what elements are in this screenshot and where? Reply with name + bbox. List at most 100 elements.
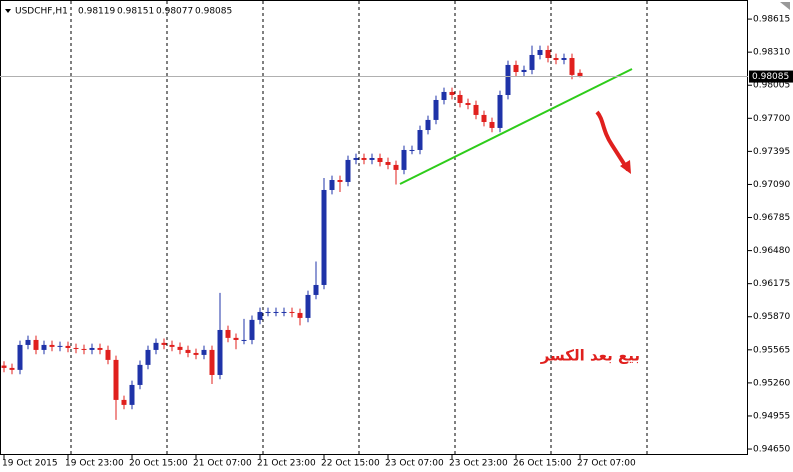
candle-body [457, 94, 463, 104]
y-tick-label: 0.94650 [753, 445, 790, 455]
candle-body [185, 349, 191, 353]
plot-frame [0, 0, 748, 455]
y-tick-label: 0.95870 [753, 312, 790, 322]
candle-body [329, 180, 335, 190]
x-tick-label: 22 Oct 15:00 [321, 459, 380, 469]
y-tick-label: 0.97700 [753, 114, 790, 124]
candle-body [9, 367, 15, 370]
candle-body [361, 157, 367, 160]
y-tick-label: 0.96785 [753, 213, 790, 223]
candle-body [241, 339, 247, 341]
candle-body [553, 58, 559, 60]
candle-body [273, 311, 279, 313]
candle-body [393, 164, 399, 170]
x-tick-label: 21 Oct 23:00 [257, 459, 316, 469]
candle-body [177, 346, 183, 350]
candle-body [49, 344, 55, 347]
candle-body [169, 344, 175, 347]
symbol: USDCHF,H1 [15, 7, 68, 17]
candle-body [353, 157, 359, 160]
candle-body [209, 349, 215, 375]
corner-icon [780, 2, 790, 10]
candle-body [33, 339, 39, 350]
y-tick-label: 0.97090 [753, 180, 790, 190]
candle-body [17, 344, 23, 370]
candle-body [409, 149, 415, 151]
arrow [595, 110, 630, 172]
candle-body [217, 329, 223, 375]
y-tick-label: 0.97395 [753, 147, 790, 157]
price-box [749, 70, 793, 83]
candle-body [521, 69, 527, 73]
y-tick-label: 0.95260 [753, 378, 790, 388]
candle-body [65, 345, 71, 348]
candle-body [137, 364, 143, 385]
candle-body [321, 189, 327, 285]
header-close: 0.98085 [195, 7, 232, 17]
y-tick-label: 0.96480 [753, 246, 790, 256]
candle-body [577, 72, 583, 77]
candle-body [289, 311, 295, 313]
candle-body [441, 91, 447, 100]
candle-body [513, 64, 519, 73]
y-tick-label: 0.98005 [753, 81, 790, 91]
candle-body [233, 337, 239, 340]
y-tick-label: 0.96175 [753, 279, 790, 289]
candle-body [489, 121, 495, 128]
candle-body [281, 311, 287, 313]
header-low: 0.98077 [156, 7, 193, 17]
candle-body [537, 49, 543, 55]
x-tick-label: 23 Oct 23:00 [449, 459, 508, 469]
candle-body [225, 329, 231, 338]
day-separators [70, 1, 648, 455]
arrow-head [620, 160, 631, 174]
candle-body [73, 347, 79, 349]
candle-body [113, 359, 119, 400]
x-tick-label: 19 Oct 2015 [2, 459, 58, 469]
candle-body [385, 162, 391, 165]
candle-body [561, 58, 567, 60]
candle-body [497, 94, 503, 128]
candle-body [369, 157, 375, 160]
candle-body [161, 342, 167, 345]
menu-arrow [5, 9, 11, 13]
candle-body [1, 365, 7, 368]
candle-body [297, 312, 303, 318]
candle-body [449, 91, 455, 95]
candle-body [121, 399, 127, 405]
candle-body [265, 311, 271, 313]
candle-body [337, 180, 343, 182]
header-high: 0.98151 [117, 7, 154, 17]
candle-body [81, 348, 87, 350]
candle-body [569, 58, 575, 75]
x-tick-label: 27 Oct 07:00 [577, 459, 636, 469]
candle-body [417, 130, 423, 150]
candle-body [433, 99, 439, 120]
y-tick-label: 0.95565 [753, 345, 790, 355]
x-tick-label: 26 Oct 15:00 [513, 459, 572, 469]
candle-body [481, 114, 487, 122]
y-tick-label: 0.98615 [753, 15, 790, 25]
header-open: 0.98119 [78, 7, 115, 17]
candle-body [249, 319, 255, 340]
x-tick-label: 23 Oct 07:00 [385, 459, 444, 469]
candle-body [193, 352, 199, 355]
candle-body [25, 339, 31, 345]
candle-body [473, 104, 479, 115]
candle-body [57, 345, 63, 347]
candle-body [153, 342, 159, 350]
candle-body [89, 347, 95, 350]
candles [1, 45, 583, 420]
candle-body [305, 294, 311, 318]
price-label: 0.98085 [752, 72, 789, 82]
candle-body [345, 159, 351, 182]
candle-body [545, 49, 551, 59]
candle-body [97, 347, 103, 350]
candle-body [377, 157, 383, 163]
candle-body [145, 349, 151, 365]
candle-body [529, 54, 535, 70]
annotation: بيع بعد الكسر [540, 347, 640, 365]
candle-body [505, 64, 511, 95]
y-tick-label: 0.98310 [753, 48, 790, 58]
